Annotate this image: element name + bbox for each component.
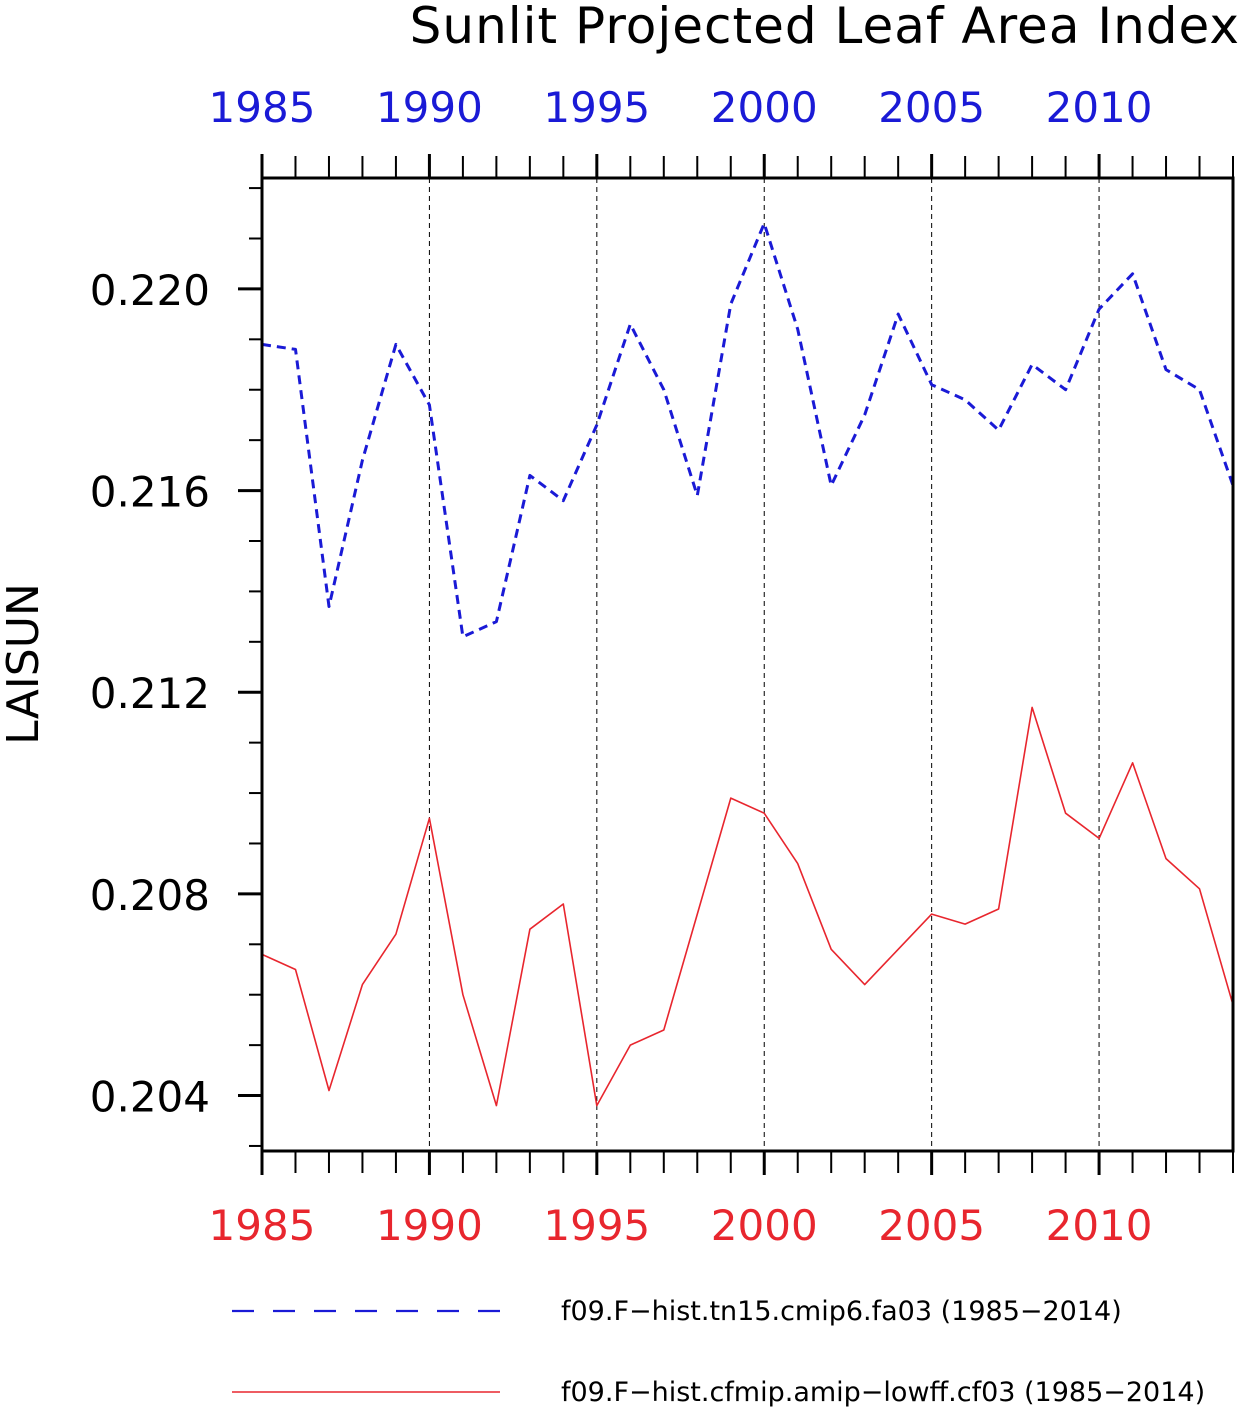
minor-ticks: [249, 156, 1234, 1173]
top-x-tick-label: 2005: [878, 83, 985, 132]
top-x-tick-label: 1985: [209, 83, 316, 132]
series-line-2: [261, 706, 1234, 1107]
legend: f09.F−hist.tn15.cmip6.fa03 (1985−2014) f0…: [232, 1296, 1205, 1408]
major-ticks: [238, 154, 1101, 1175]
grid-lines: [428, 178, 1100, 1151]
top-x-tick-label: 2000: [711, 83, 818, 132]
plot-frame: [260, 176, 1235, 1153]
top-x-tick-label: 1995: [543, 83, 650, 132]
bottom-x-tick-labels: 1985 1990 1995 2000 2005 2010: [209, 1201, 1153, 1250]
bottom-x-tick-label: 1995: [543, 1201, 650, 1250]
y-tick-label: 0.220: [90, 266, 210, 315]
y-tick-labels: 0.204 0.208 0.212 0.216 0.220: [90, 266, 210, 1122]
y-tick-label: 0.216: [90, 468, 210, 517]
y-tick-label: 0.204: [90, 1073, 210, 1122]
top-x-tick-label: 2010: [1046, 83, 1153, 132]
bottom-x-tick-label: 1985: [209, 1201, 316, 1250]
top-x-tick-label: 1990: [376, 83, 483, 132]
bottom-x-tick-label: 2005: [878, 1201, 985, 1250]
series-layer: [261, 221, 1235, 1107]
y-tick-label: 0.208: [90, 871, 210, 920]
y-tick-label: 0.212: [90, 669, 210, 718]
legend-label-2: f09.F−hist.cfmip.amip−lowff.cf03 (1985−2…: [561, 1377, 1205, 1408]
chart-title: Sunlit Projected Leaf Area Index: [410, 0, 1240, 55]
series-line-1: [261, 221, 1235, 639]
y-axis-label: LAISUN: [0, 583, 49, 745]
bottom-x-tick-label: 2000: [711, 1201, 818, 1250]
top-x-tick-labels: 1985 1990 1995 2000 2005 2010: [209, 83, 1153, 132]
bottom-x-tick-label: 2010: [1046, 1201, 1153, 1250]
legend-label-1: f09.F−hist.tn15.cmip6.fa03 (1985−2014): [561, 1296, 1122, 1327]
bottom-x-tick-label: 1990: [376, 1201, 483, 1250]
